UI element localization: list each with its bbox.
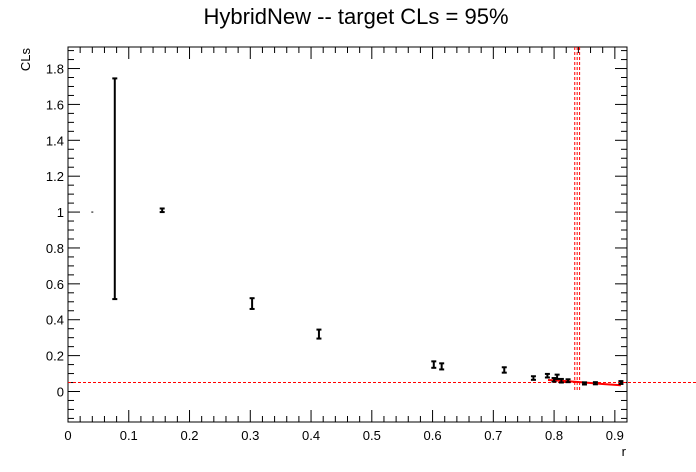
data-point — [544, 372, 550, 379]
y-tick-label: 1.2 — [46, 169, 64, 184]
y-tick-label: 0.8 — [46, 241, 64, 256]
y-tick-label: 1 — [57, 205, 64, 220]
data-point — [112, 77, 118, 301]
y-tick-label: 1.4 — [46, 133, 64, 148]
x-axis: 0 0.1 0.2 0.3 0.4 0.5 0.6 0.7 0.8 0.9 — [64, 47, 628, 443]
chart-title: HybridNew -- target CLs = 95% — [203, 4, 508, 29]
plot-frame — [67, 46, 628, 423]
x-tick-label: 0.2 — [180, 428, 198, 443]
data-point — [618, 380, 624, 385]
data-point — [431, 360, 437, 369]
x-tick-label: 0.4 — [302, 428, 320, 443]
data-point — [249, 297, 255, 310]
reference-lines — [68, 47, 696, 392]
data-point — [558, 377, 564, 384]
y-tick-label: 0.4 — [46, 313, 64, 328]
data-point — [565, 378, 571, 384]
x-tick-label: 0.9 — [606, 428, 624, 443]
data-point — [439, 362, 445, 371]
data-point — [592, 381, 598, 386]
data-point — [316, 328, 322, 340]
x-tick-label: 0.7 — [484, 428, 502, 443]
y-tick-label: 0.6 — [46, 277, 64, 292]
x-tick-label: 0.5 — [363, 428, 381, 443]
y-axis-label: CLs — [18, 48, 33, 72]
data-points — [91, 77, 624, 386]
x-tick-label: 0.1 — [120, 428, 138, 443]
data-point — [530, 375, 536, 381]
plot-area-border — [67, 46, 628, 423]
y-tick-label: 0.2 — [46, 349, 64, 364]
x-axis-label: r — [622, 444, 627, 459]
data-point — [501, 366, 507, 374]
y-tick-label: 1.8 — [46, 62, 64, 77]
data-point — [581, 381, 587, 386]
x-tick-label: 0.3 — [241, 428, 259, 443]
x-tick-label: 0.8 — [545, 428, 563, 443]
x-tick-label: 0 — [64, 428, 71, 443]
y-tick-label: 1.6 — [46, 97, 64, 112]
y-axis: 0 0.2 0.4 0.6 0.8 1 1.2 1.4 1.6 1.8 — [46, 50, 627, 419]
y-tick-label: 0 — [57, 384, 64, 399]
data-point — [159, 207, 165, 214]
data-point — [554, 373, 560, 380]
x-tick-label: 0.6 — [424, 428, 442, 443]
